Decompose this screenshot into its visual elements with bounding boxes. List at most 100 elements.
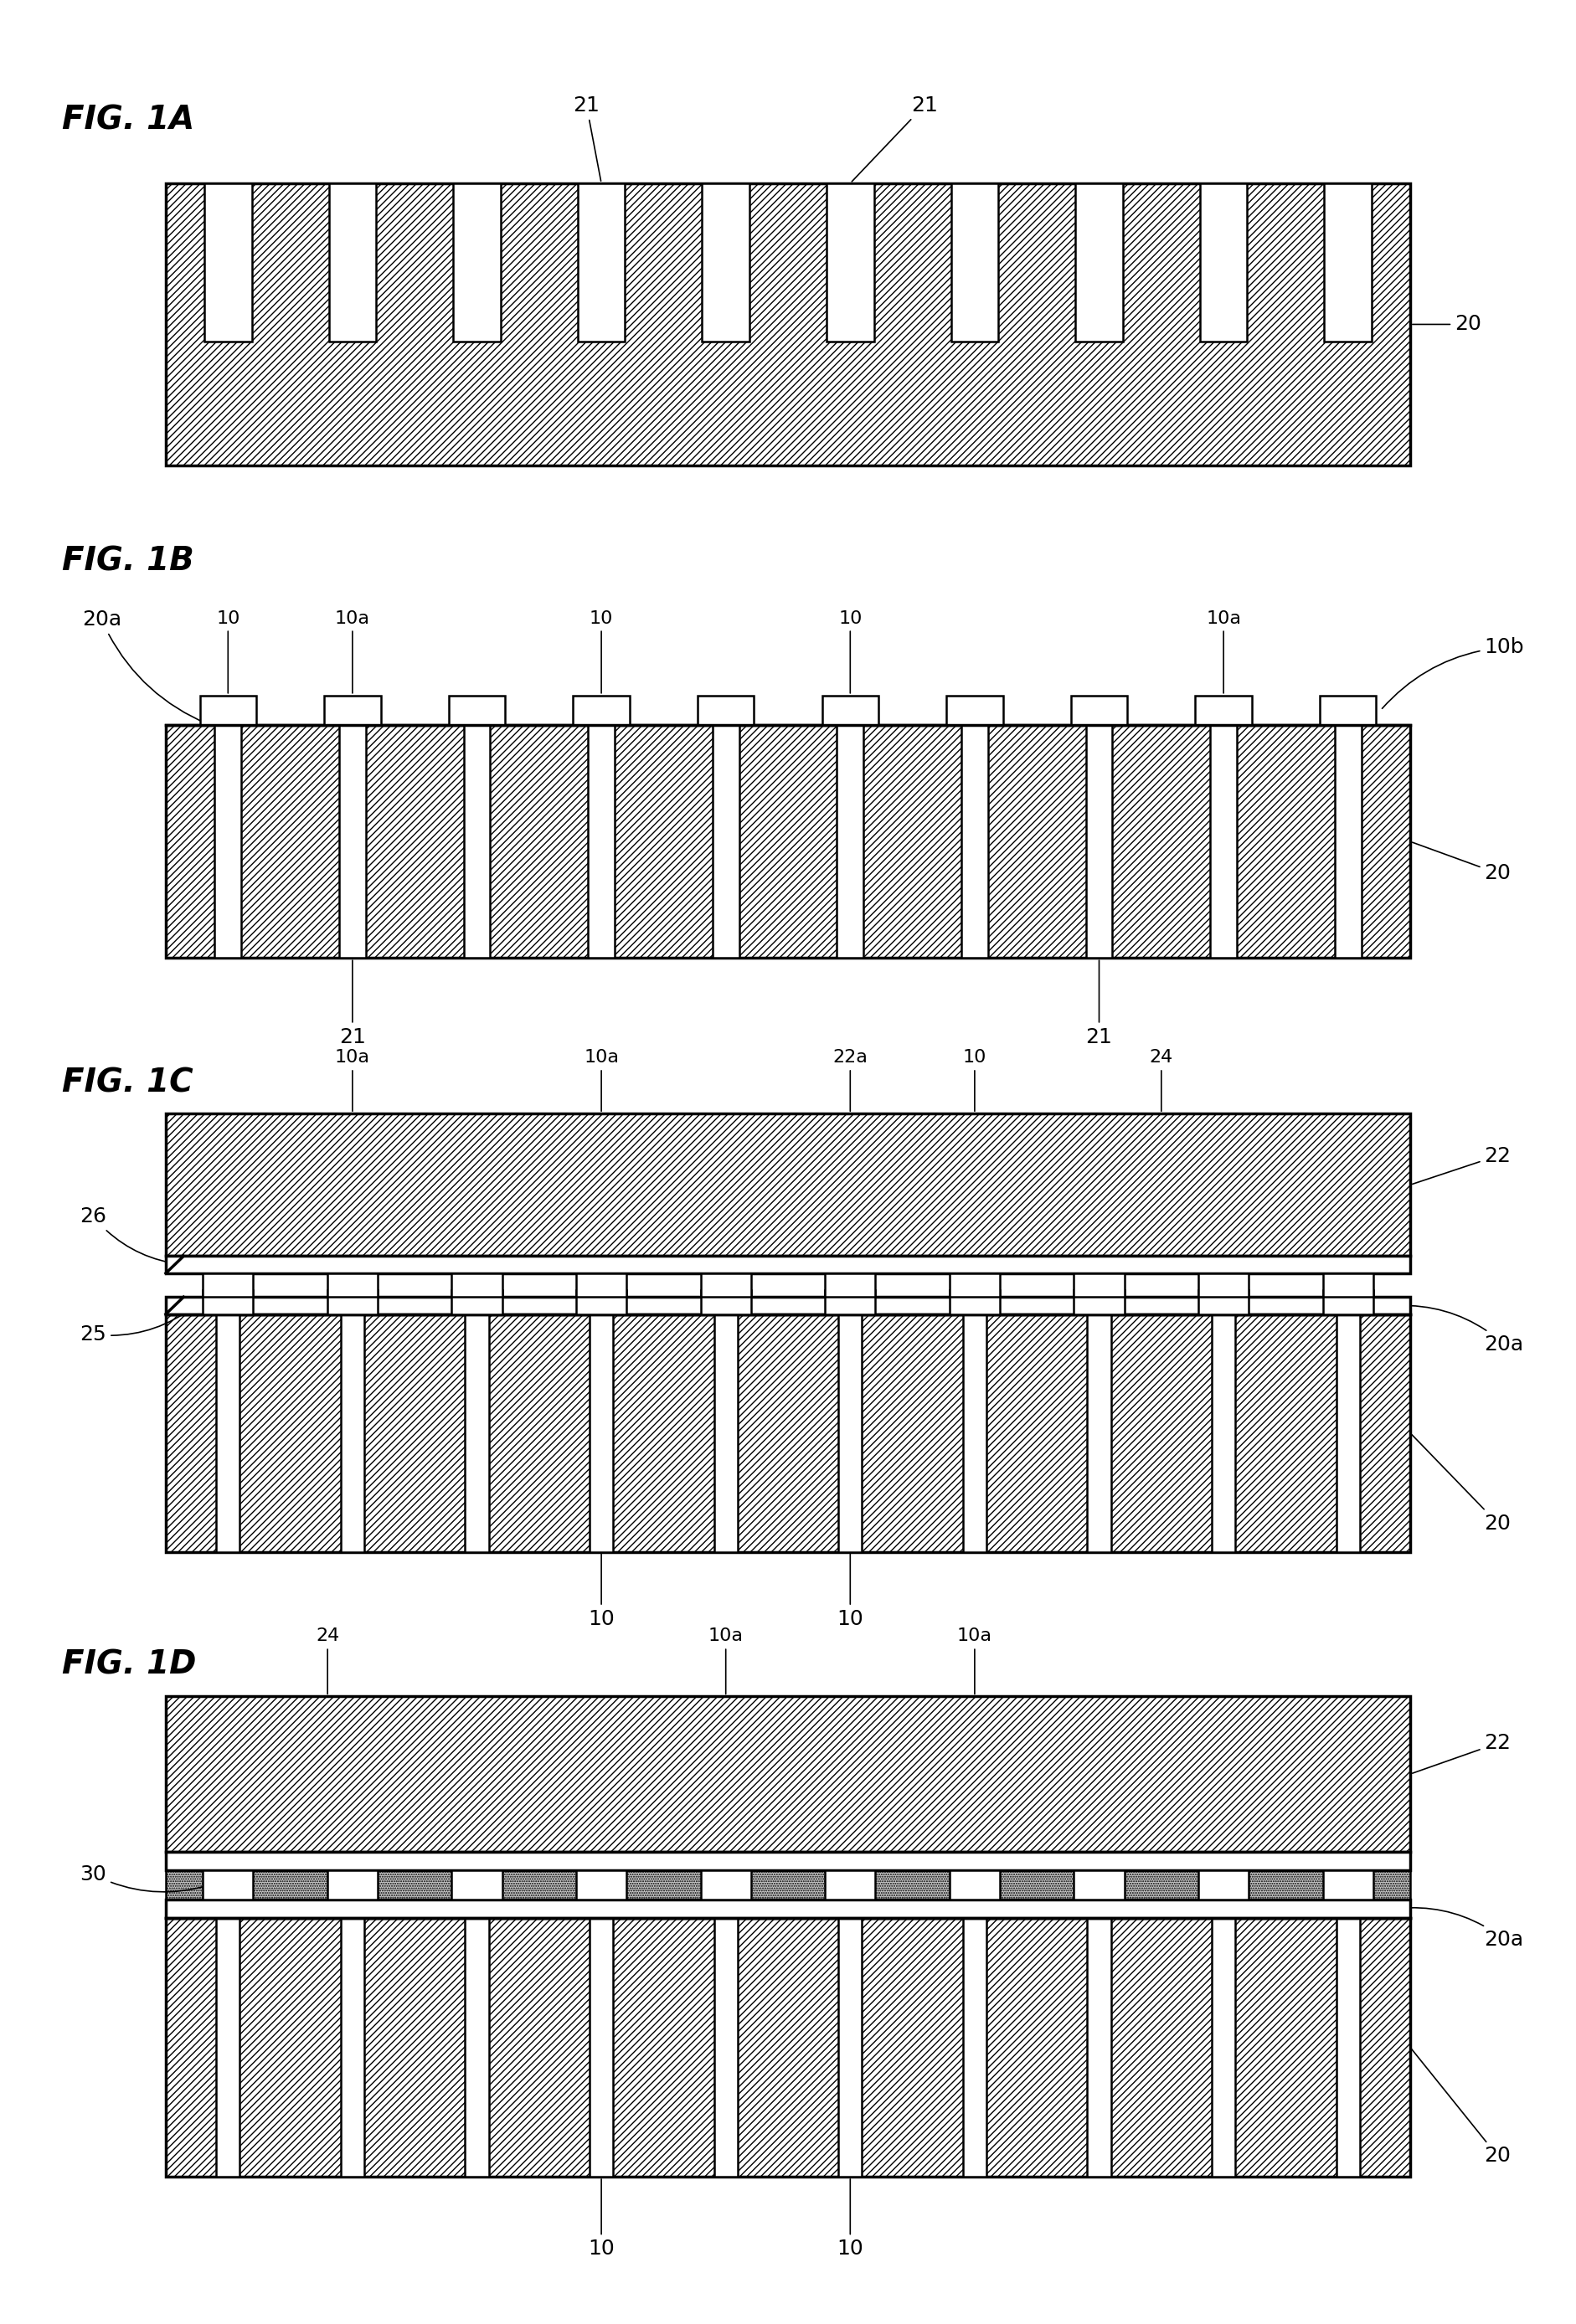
Text: 10: 10	[838, 609, 862, 693]
Bar	[1073, 1274, 1124, 1297]
Bar	[165, 1899, 1411, 1917]
Bar	[328, 1274, 378, 1297]
Bar	[701, 1290, 752, 1313]
Bar	[578, 184, 626, 342]
Bar	[1075, 184, 1122, 342]
Bar	[577, 1290, 627, 1313]
Text: 21: 21	[339, 960, 366, 1046]
Bar	[165, 184, 1411, 465]
Bar	[1322, 1871, 1373, 1899]
Bar	[826, 1290, 875, 1313]
Bar	[325, 695, 381, 725]
Bar	[1322, 1290, 1373, 1313]
Text: 22a: 22a	[832, 1048, 868, 1111]
Bar	[340, 1917, 364, 2178]
Bar	[1212, 1917, 1236, 2178]
Bar	[950, 184, 998, 342]
Bar	[1319, 695, 1376, 725]
Bar	[712, 725, 739, 957]
Bar	[1198, 1274, 1248, 1297]
Bar	[574, 695, 629, 725]
Bar	[826, 1274, 875, 1297]
Bar	[165, 1113, 1411, 1255]
Text: 21: 21	[1086, 960, 1113, 1046]
Bar	[452, 1274, 503, 1297]
Bar	[216, 1313, 240, 1552]
Bar	[449, 695, 504, 725]
Bar	[589, 1917, 613, 2178]
Bar	[963, 1313, 987, 1552]
Bar	[1336, 1313, 1360, 1552]
Text: 10: 10	[963, 1048, 987, 1111]
Text: FIG. 1D: FIG. 1D	[61, 1648, 197, 1680]
Bar	[165, 1313, 1411, 1552]
Bar	[203, 1871, 254, 1899]
Bar	[963, 1917, 987, 2178]
Text: 20: 20	[1412, 314, 1481, 335]
Text: 10: 10	[837, 1555, 864, 1629]
Text: 26: 26	[80, 1206, 181, 1264]
Bar	[1335, 725, 1362, 957]
Bar	[1199, 184, 1247, 342]
Text: 10: 10	[837, 2180, 864, 2259]
Bar	[577, 1871, 627, 1899]
Bar	[826, 1871, 875, 1899]
Bar	[1336, 1917, 1360, 2178]
Text: 21: 21	[851, 95, 938, 181]
Bar	[1210, 725, 1237, 957]
Bar	[1086, 725, 1113, 957]
Bar	[1087, 1917, 1111, 2178]
Bar	[1087, 1313, 1111, 1552]
Bar	[1324, 184, 1371, 342]
Text: 24: 24	[1149, 1048, 1173, 1111]
Text: 10a: 10a	[334, 1048, 370, 1111]
Bar	[837, 725, 864, 957]
Text: 10a: 10a	[1206, 609, 1242, 693]
Text: 22: 22	[1412, 1146, 1511, 1185]
Text: 10: 10	[588, 2180, 615, 2259]
Bar	[838, 1313, 862, 1552]
Text: 10a: 10a	[957, 1627, 993, 1694]
Text: 20: 20	[1412, 2050, 1511, 2166]
Bar	[1072, 695, 1127, 725]
Text: FIG. 1C: FIG. 1C	[61, 1067, 194, 1099]
Text: 20a: 20a	[1398, 1306, 1524, 1355]
Bar	[165, 725, 1411, 957]
Bar	[165, 1917, 1411, 2178]
Bar	[463, 725, 490, 957]
Text: 30: 30	[80, 1864, 208, 1892]
Bar	[1198, 1290, 1248, 1313]
Bar	[340, 1313, 364, 1552]
Bar	[1073, 1290, 1124, 1313]
Text: 20a: 20a	[82, 609, 208, 725]
Bar	[588, 725, 615, 957]
Bar	[216, 1917, 240, 2178]
Bar	[452, 1290, 503, 1313]
Bar	[701, 1871, 752, 1899]
Bar	[949, 1290, 999, 1313]
Bar	[1212, 1313, 1236, 1552]
Bar	[339, 725, 366, 957]
Bar	[961, 725, 988, 957]
Bar	[454, 184, 501, 342]
Bar	[1198, 1871, 1248, 1899]
Bar	[577, 1274, 627, 1297]
Bar	[165, 1852, 1411, 1871]
Text: 10: 10	[589, 609, 613, 693]
Text: 20: 20	[1412, 1434, 1511, 1534]
Bar	[589, 1313, 613, 1552]
Bar	[214, 725, 241, 957]
Bar	[328, 1290, 378, 1313]
Text: 22: 22	[1412, 1734, 1511, 1773]
Bar	[465, 1917, 489, 2178]
Bar	[165, 1871, 1411, 1899]
Bar	[200, 695, 257, 725]
Bar	[826, 184, 875, 342]
Text: 20: 20	[1412, 841, 1511, 883]
Text: 10a: 10a	[334, 609, 370, 693]
Bar	[949, 1274, 999, 1297]
Bar	[205, 184, 252, 342]
Bar	[165, 1257, 1411, 1274]
Text: 20a: 20a	[1398, 1908, 1524, 1950]
Bar	[714, 1313, 738, 1552]
